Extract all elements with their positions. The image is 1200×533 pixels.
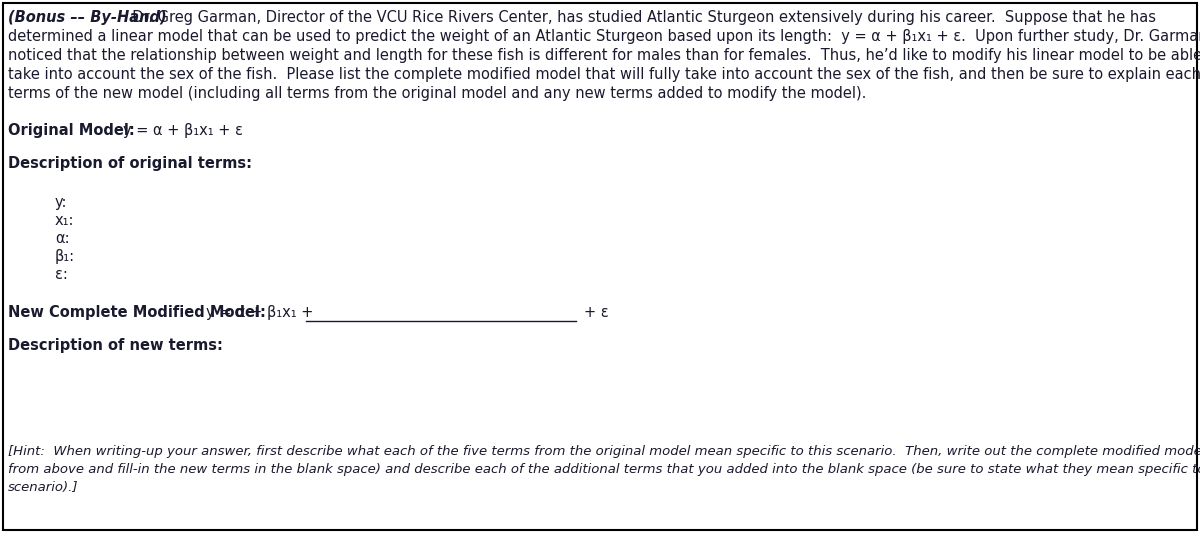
Text: scenario).]: scenario).] [8, 481, 78, 494]
Text: ε:: ε: [55, 267, 68, 282]
Text: terms of the new model (including all terms from the original model and any new : terms of the new model (including all te… [8, 86, 866, 101]
Text: y = α + β₁x₁ +: y = α + β₁x₁ + [206, 305, 318, 320]
Text: x₁:: x₁: [55, 213, 74, 228]
Text: Dr. Greg Garman, Director of the VCU Rice Rivers Center, has studied Atlantic St: Dr. Greg Garman, Director of the VCU Ric… [124, 10, 1156, 25]
Text: New Complete Modified Model:: New Complete Modified Model: [8, 305, 271, 320]
Text: Original Model:: Original Model: [8, 123, 140, 138]
Text: [Hint:  When writing-up your answer, first describe what each of the five terms : [Hint: When writing-up your answer, firs… [8, 445, 1200, 458]
Text: y:: y: [55, 195, 67, 210]
Text: α:: α: [55, 231, 70, 246]
Text: (Bonus –– By-Hand): (Bonus –– By-Hand) [8, 10, 167, 25]
Text: noticed that the relationship between weight and length for these fish is differ: noticed that the relationship between we… [8, 48, 1200, 63]
Text: Description of new terms:: Description of new terms: [8, 338, 223, 353]
Text: determined a linear model that can be used to predict the weight of an Atlantic : determined a linear model that can be us… [8, 29, 1200, 44]
Text: + ε: + ε [584, 305, 608, 320]
Text: β₁:: β₁: [55, 249, 76, 264]
Text: take into account the sex of the fish.  Please list the complete modified model : take into account the sex of the fish. P… [8, 67, 1200, 82]
Text: y = α + β₁x₁ + ε: y = α + β₁x₁ + ε [124, 123, 242, 138]
Text: from above and fill-in the new terms in the blank space) and describe each of th: from above and fill-in the new terms in … [8, 463, 1200, 476]
Text: Description of original terms:: Description of original terms: [8, 156, 252, 171]
